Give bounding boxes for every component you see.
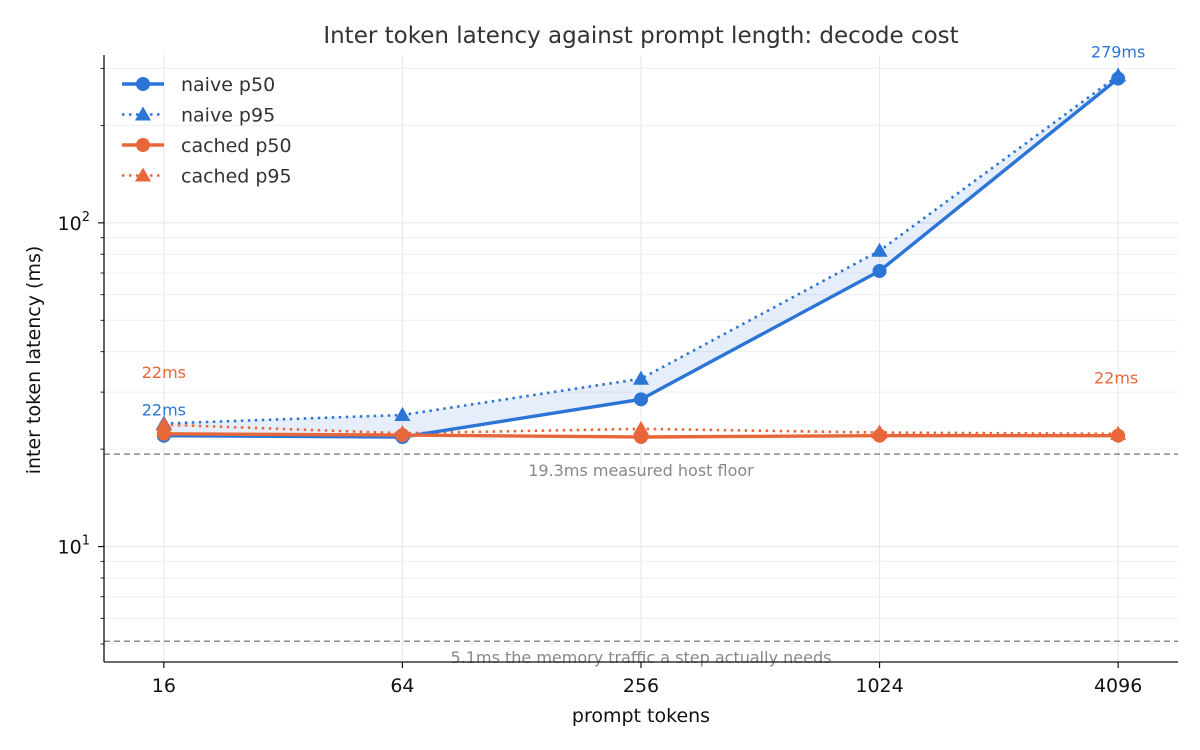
data-point-cached-p50 [872, 428, 887, 443]
x-tick-label: 256 [623, 675, 659, 697]
data-point-cached-p50 [156, 426, 171, 441]
data-point-naive-p50 [1111, 71, 1126, 86]
annotations: 22ms 279ms 22ms 22ms [142, 43, 1146, 420]
data-point-cached-p95 [155, 416, 172, 431]
x-tick-label: 4096 [1094, 675, 1142, 697]
data-point-naive-p50 [872, 264, 887, 279]
series-line-naive-p95 [163, 74, 1119, 425]
y-tick-base: 10 [58, 537, 82, 559]
legend-label-naive-p95: naive p95 [181, 105, 275, 127]
chart-title: Inter token latency against prompt lengt… [323, 23, 958, 49]
legend: naive p50 naive p95 cached p50 cached p95 [122, 74, 292, 188]
data-point-naive-p95 [394, 406, 411, 422]
y-tick-exponent: 2 [82, 210, 90, 225]
x-tick-label: 16 [152, 675, 176, 697]
data-point-naive-p50 [633, 392, 648, 407]
legend-label-naive-p50: naive p50 [181, 74, 275, 96]
data-point-cached-p50 [633, 430, 648, 445]
legend-label-cached-p95: cached p95 [181, 166, 292, 188]
point-annotation: 22ms [142, 363, 186, 382]
y-axis-title: inter token latency (ms) [23, 246, 45, 475]
data-point-cached-p50 [1111, 428, 1126, 443]
legend-marker-cached-p50 [136, 138, 150, 152]
legend-marker-naive-p50 [136, 77, 150, 91]
series [155, 67, 1127, 445]
legend-marker-cached-p95 [134, 167, 152, 182]
grid [104, 55, 1178, 662]
y-tick-base: 10 [58, 213, 82, 235]
point-annotation: 22ms [142, 401, 186, 420]
x-tick-label: 1024 [855, 675, 903, 697]
data-point-naive-p95 [871, 242, 888, 257]
legend-label-cached-p50: cached p50 [181, 135, 292, 157]
legend-marker-naive-p95 [134, 106, 152, 121]
y-tick-label: 101 [58, 534, 90, 559]
point-annotation: 22ms [1094, 369, 1138, 388]
data-point-cached-p50 [395, 428, 410, 443]
point-annotation: 279ms [1091, 43, 1145, 62]
reference-line-label: 19.3ms measured host floor [528, 461, 754, 480]
y-tick-exponent: 1 [82, 534, 90, 549]
data-point-naive-p95 [632, 370, 650, 385]
x-axis-title: prompt tokens [572, 705, 710, 727]
y-tick-label: 102 [58, 210, 90, 235]
x-tick-label: 64 [390, 675, 414, 697]
